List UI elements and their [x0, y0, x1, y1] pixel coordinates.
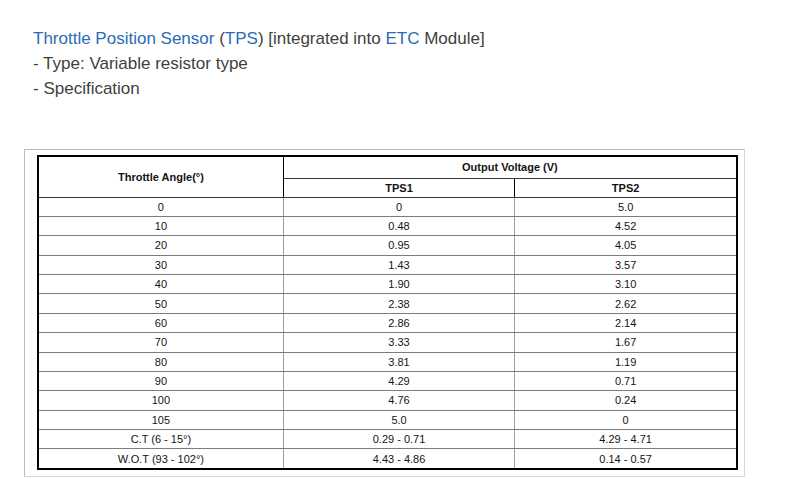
- angle-cell: 80: [38, 352, 283, 371]
- etc-link[interactable]: ETC: [385, 29, 419, 48]
- tps1-cell: 3.81: [283, 352, 514, 371]
- tps2-cell: 3.10: [515, 275, 737, 294]
- tps1-cell: 4.29: [283, 371, 514, 390]
- title-text: (: [214, 29, 224, 48]
- table-row: C.T (6 - 15°) 0.29 - 0.71 4.29 - 4.71: [38, 430, 737, 449]
- tps1-cell: 0.29 - 0.71: [283, 430, 514, 449]
- angle-cell-wot: W.O.T (93 - 102°): [38, 449, 283, 469]
- tps2-cell: 2.62: [515, 294, 737, 313]
- page-title: Throttle Position Sensor (TPS) [integrat…: [33, 26, 485, 51]
- table-row: 20 0.95 4.05: [38, 236, 737, 255]
- tps1-cell: 4.76: [283, 391, 514, 410]
- tps1-cell: 3.33: [283, 333, 514, 352]
- table-row: 10 0.48 4.52: [38, 216, 737, 235]
- tps1-cell: 4.43 - 4.86: [283, 449, 514, 469]
- tps1-cell: 0.48: [283, 216, 514, 235]
- tps2-cell: 0.24: [515, 391, 737, 410]
- angle-cell: 70: [38, 333, 283, 352]
- angle-cell: 20: [38, 236, 283, 255]
- tps2-cell: 0: [515, 410, 737, 429]
- table-row: 70 3.33 1.67: [38, 333, 737, 352]
- angle-cell: 105: [38, 410, 283, 429]
- col-header-throttle-angle: Throttle Angle(°): [38, 156, 283, 197]
- angle-cell: 60: [38, 313, 283, 332]
- tps1-cell: 1.90: [283, 275, 514, 294]
- angle-cell-ct: C.T (6 - 15°): [38, 430, 283, 449]
- angle-cell: 0: [38, 197, 283, 216]
- angle-cell: 50: [38, 294, 283, 313]
- tps-spec-table: Throttle Angle(°) Output Voltage (V) TPS…: [37, 155, 738, 470]
- tps2-cell: 4.05: [515, 236, 737, 255]
- tps2-cell: 4.29 - 4.71: [515, 430, 737, 449]
- tps-abbr-link[interactable]: TPS: [225, 29, 258, 48]
- tps1-cell: 0.95: [283, 236, 514, 255]
- table-row: 80 3.81 1.19: [38, 352, 737, 371]
- tps1-cell: 1.43: [283, 255, 514, 274]
- table-row: 0 0 5.0: [38, 197, 737, 216]
- table-row: 90 4.29 0.71: [38, 371, 737, 390]
- col-header-output-voltage: Output Voltage (V): [283, 156, 737, 178]
- table-row: 30 1.43 3.57: [38, 255, 737, 274]
- table-row: W.O.T (93 - 102°) 4.43 - 4.86 0.14 - 0.5…: [38, 449, 737, 469]
- angle-cell: 10: [38, 216, 283, 235]
- table-row: 100 4.76 0.24: [38, 391, 737, 410]
- specification-line: - Specification: [33, 76, 485, 101]
- angle-cell: 100: [38, 391, 283, 410]
- tps2-cell: 4.52: [515, 216, 737, 235]
- table-row: 40 1.90 3.10: [38, 275, 737, 294]
- tps2-cell: 0.71: [515, 371, 737, 390]
- type-line: - Type: Variable resistor type: [33, 51, 485, 76]
- tps2-cell: 5.0: [515, 197, 737, 216]
- title-text: Module]: [419, 29, 484, 48]
- tps-link[interactable]: Throttle Position Sensor: [33, 29, 214, 48]
- tps1-cell: 2.38: [283, 294, 514, 313]
- angle-cell: 30: [38, 255, 283, 274]
- spec-table-frame: Throttle Angle(°) Output Voltage (V) TPS…: [24, 149, 745, 477]
- title-text: ) [integrated into: [258, 29, 386, 48]
- col-header-tps1: TPS1: [283, 178, 514, 197]
- table-header-row: Throttle Angle(°) Output Voltage (V): [38, 156, 737, 178]
- tps2-cell: 2.14: [515, 313, 737, 332]
- tps2-cell: 3.57: [515, 255, 737, 274]
- angle-cell: 40: [38, 275, 283, 294]
- col-header-tps2: TPS2: [515, 178, 737, 197]
- table-row: 50 2.38 2.62: [38, 294, 737, 313]
- angle-cell: 90: [38, 371, 283, 390]
- tps2-cell: 1.19: [515, 352, 737, 371]
- table-row: 60 2.86 2.14: [38, 313, 737, 332]
- page-header: Throttle Position Sensor (TPS) [integrat…: [33, 26, 485, 101]
- tps2-cell: 0.14 - 0.57: [515, 449, 737, 469]
- tps1-cell: 0: [283, 197, 514, 216]
- table-row: 105 5.0 0: [38, 410, 737, 429]
- tps1-cell: 5.0: [283, 410, 514, 429]
- tps1-cell: 2.86: [283, 313, 514, 332]
- tps2-cell: 1.67: [515, 333, 737, 352]
